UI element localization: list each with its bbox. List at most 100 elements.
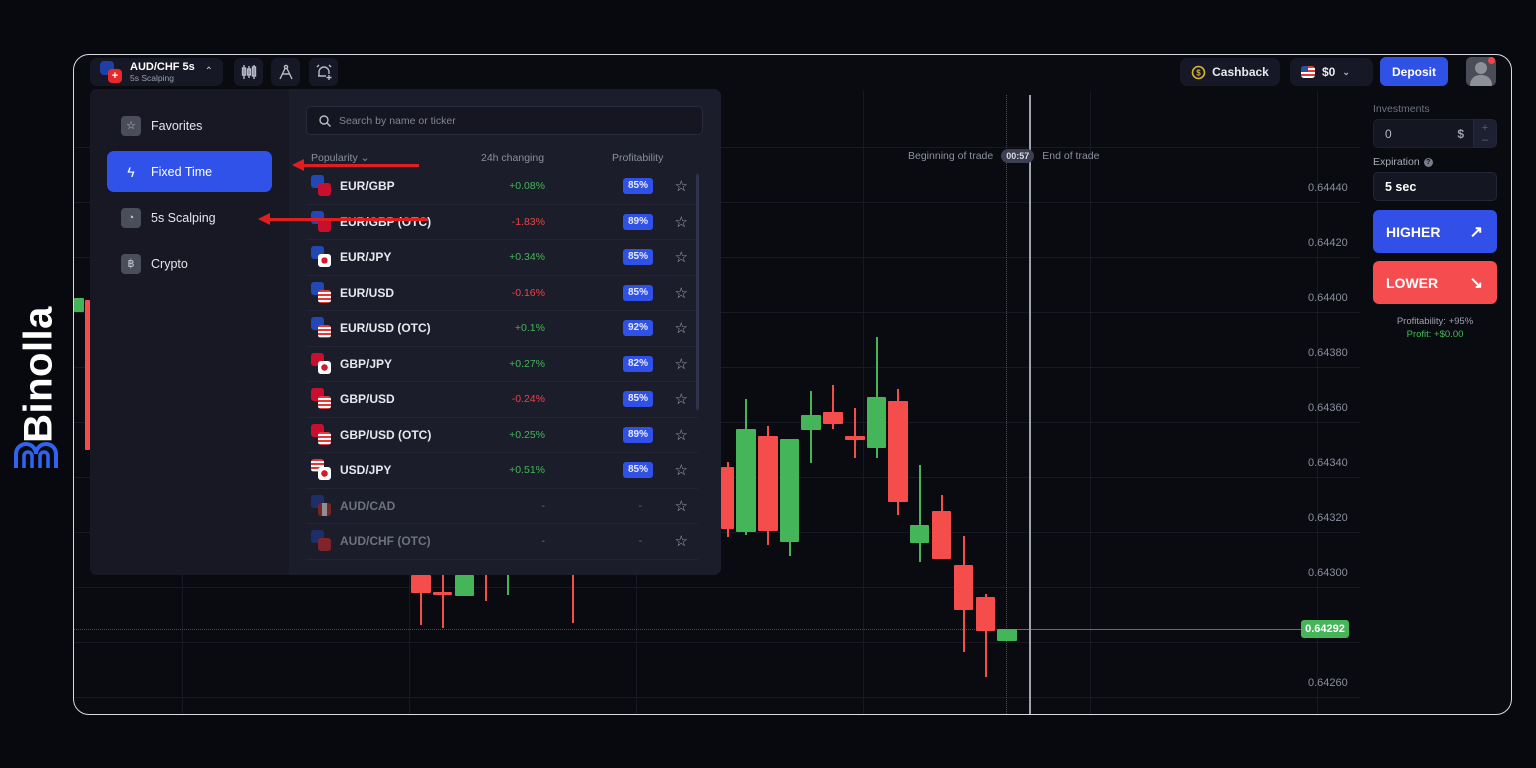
current-price-line <box>74 629 1301 630</box>
price-tick: 0.64440 <box>1308 182 1348 194</box>
trade-timer: 00:57 <box>1001 149 1035 163</box>
expiration-field[interactable]: 5 sec <box>1373 172 1497 201</box>
star-icon[interactable]: ☆ <box>674 391 688 409</box>
list-item[interactable]: GBP/USD -0.24% 85% ☆ <box>306 382 698 418</box>
star-icon[interactable]: ☆ <box>674 249 688 267</box>
expiration-label: Expiration <box>1373 156 1420 168</box>
star-icon[interactable]: ☆ <box>674 355 688 373</box>
balance-selector[interactable]: $0 ⌄ <box>1290 58 1373 86</box>
star-icon[interactable]: ☆ <box>674 533 688 551</box>
profit-text: Profit: +$0.00 <box>1406 329 1464 340</box>
price-tick: 0.64320 <box>1308 512 1348 524</box>
category-5s-scalping[interactable]: ◔ 5s Scalping <box>107 197 272 238</box>
search-input[interactable]: Search by name or ticker <box>306 106 703 135</box>
annotation-arrow-fixed-time <box>292 159 419 171</box>
list-item[interactable]: AUD/CHF (OTC) - - ☆ <box>306 524 698 560</box>
top-bar: + AUD/CHF 5s 5s Scalping ⌃ $ Cashback $0… <box>74 55 1511 91</box>
list-item[interactable]: USD/JPY +0.51% 85% ☆ <box>306 453 698 489</box>
lightning-icon: ϟ <box>127 163 135 180</box>
star-icon[interactable]: ☆ <box>674 284 688 302</box>
asset-selector-button[interactable]: + AUD/CHF 5s 5s Scalping ⌃ <box>90 58 223 86</box>
star-icon[interactable]: ☆ <box>674 213 688 231</box>
binolla-logo-icon <box>14 442 58 468</box>
eur-gbp-flag-icon <box>311 210 333 233</box>
price-tick: 0.64380 <box>1308 347 1348 359</box>
investments-label: Investments <box>1373 103 1430 115</box>
profitability-text: Profitability: +95% <box>1396 316 1474 327</box>
investment-stepper[interactable]: + – <box>1473 119 1497 148</box>
price-tick: 0.64400 <box>1308 292 1348 304</box>
indicators-button[interactable] <box>234 58 263 86</box>
category-crypto[interactable]: ฿ Crypto <box>107 243 272 284</box>
chevron-down-icon: ⌄ <box>1342 66 1350 77</box>
search-icon <box>319 114 331 127</box>
gbp-usd-flag-icon <box>311 423 333 446</box>
asset-subtitle: 5s Scalping <box>130 73 174 83</box>
list-item[interactable]: GBP/JPY +0.27% 82% ☆ <box>306 347 698 382</box>
arrow-down-right-icon: ↘ <box>1469 274 1483 292</box>
asset-title: AUD/CHF 5s <box>130 61 195 73</box>
usd-jpy-flag-icon <box>311 459 333 481</box>
aud-cad-flag-icon <box>311 494 333 517</box>
eur-usd-flag-icon <box>311 281 333 304</box>
currency-symbol: $ <box>1457 126 1464 141</box>
category-favorites[interactable]: ☆ Favorites <box>107 105 272 146</box>
higher-button[interactable]: HIGHER ↗ <box>1373 210 1497 253</box>
column-profitability: Profitability <box>612 152 664 164</box>
alerts-button[interactable] <box>309 58 338 86</box>
drawing-tools-button[interactable] <box>271 58 300 86</box>
deposit-button[interactable]: Deposit <box>1380 57 1448 86</box>
aud-chf-flag-icon: + <box>100 61 124 83</box>
annotation-arrow-5s-scalping <box>258 213 428 225</box>
app-window: Beginning of trade 00:57 End of trade 0.… <box>73 54 1512 715</box>
alarm-add-icon <box>316 64 331 80</box>
svg-text:$: $ <box>1196 68 1201 77</box>
star-icon[interactable]: ☆ <box>674 497 688 515</box>
category-sidebar: ☆ Favorites ϟ Fixed Time ◔ 5s Scalping ฿… <box>90 89 289 575</box>
eur-usd-flag-icon <box>311 317 333 339</box>
chevron-up-icon: ⌃ <box>204 66 213 77</box>
price-tick: 0.64420 <box>1308 237 1348 249</box>
list-item[interactable]: EUR/GBP +0.08% 85% ☆ <box>306 169 698 205</box>
brand-watermark: Binolla <box>8 290 68 480</box>
asset-list: EUR/GBP +0.08% 85% ☆ EUR/GBP (OTC) -1.83% 89%… <box>306 169 698 560</box>
minus-icon[interactable]: – <box>1481 133 1489 146</box>
category-fixed-time[interactable]: ϟ Fixed Time <box>107 151 272 192</box>
price-tick: 0.64260 <box>1308 677 1348 689</box>
eur-gbp-flag-icon <box>311 175 333 197</box>
cashback-label: Cashback <box>1212 65 1269 79</box>
us-flag-icon <box>1301 66 1315 78</box>
list-item[interactable]: AUD/CAD - - ☆ <box>306 489 698 524</box>
price-tick: 0.64360 <box>1308 402 1348 414</box>
candles-icon <box>241 65 256 79</box>
help-icon[interactable]: ? <box>1423 157 1433 167</box>
investment-input[interactable]: 0 $ <box>1373 119 1473 148</box>
trade-end-line <box>1029 95 1031 714</box>
sort-popularity[interactable]: Popularity ⌄ <box>311 152 370 164</box>
current-price-badge: 0.64292 <box>1301 620 1349 638</box>
list-item[interactable]: EUR/USD -0.16% 85% ☆ <box>306 276 698 311</box>
star-icon[interactable]: ☆ <box>674 320 688 338</box>
star-icon[interactable]: ☆ <box>674 462 688 480</box>
list-item[interactable]: GBP/USD (OTC) +0.25% 89% ☆ <box>306 418 698 453</box>
column-24h-change: 24h changing <box>481 152 545 164</box>
price-tick: 0.64340 <box>1308 457 1348 469</box>
list-item[interactable]: EUR/JPY +0.34% 85% ☆ <box>306 240 698 276</box>
price-tick: 0.64300 <box>1308 567 1348 579</box>
plus-icon[interactable]: + <box>1481 121 1489 134</box>
notification-dot-icon <box>1488 57 1495 64</box>
speedometer-icon: ◔ <box>121 207 141 228</box>
star-icon[interactable]: ☆ <box>674 426 688 444</box>
arrow-up-right-icon: ↗ <box>1469 223 1483 241</box>
list-item[interactable]: EUR/USD (OTC) +0.1% 92% ☆ <box>306 311 698 347</box>
gbp-usd-flag-icon <box>311 388 333 410</box>
asset-list-scrollbar[interactable] <box>696 174 699 410</box>
gbp-jpy-flag-icon <box>311 352 333 375</box>
star-icon: ☆ <box>121 115 141 136</box>
lower-button[interactable]: LOWER ↘ <box>1373 261 1497 304</box>
cashback-button[interactable]: $ Cashback <box>1180 58 1280 86</box>
trade-end-label: End of trade <box>1042 150 1100 162</box>
list-item[interactable]: EUR/GBP (OTC) -1.83% 89% ☆ <box>306 205 698 240</box>
brand-name: Binolla <box>16 306 61 443</box>
star-icon[interactable]: ☆ <box>674 178 688 196</box>
